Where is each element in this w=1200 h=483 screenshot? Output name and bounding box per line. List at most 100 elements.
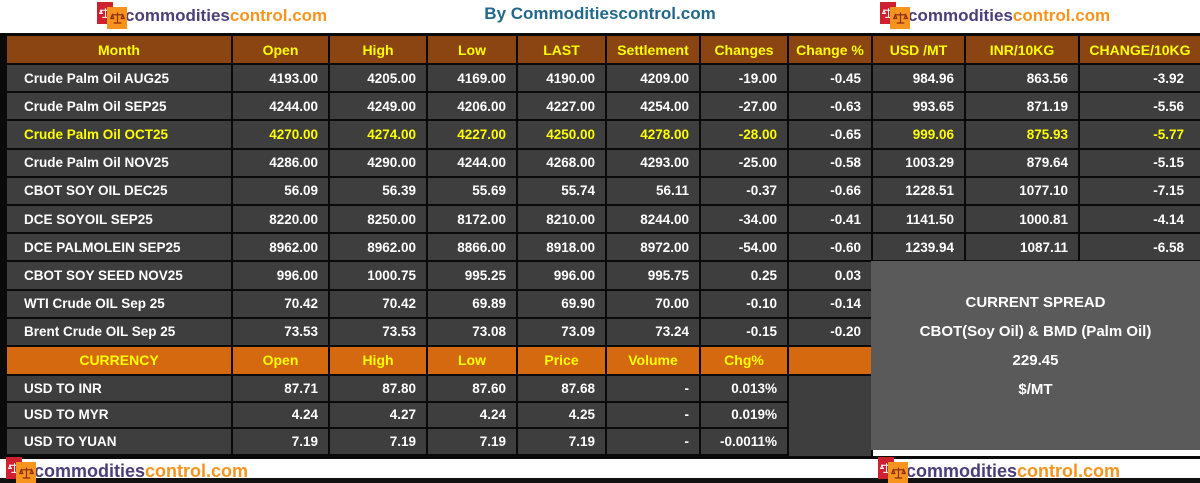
logo-text-commodities: commodities	[908, 6, 1013, 25]
table-cell: 4209.00	[607, 65, 701, 94]
table-cell: 69.89	[428, 290, 518, 319]
table-row: WTI Crude OIL Sep 25 70.42 70.42 69.89 69.90…	[7, 290, 1200, 319]
logo-bottom-left: commodities control.com	[4, 457, 248, 483]
table-cell: 0.25	[701, 262, 789, 291]
logo-text-control: control.com	[229, 6, 328, 25]
month-cell: Crude Palm Oil SEP25	[7, 93, 233, 122]
table-cell: 1000.75	[330, 262, 428, 291]
page-title: By Commoditiescontrol.com	[484, 4, 716, 23]
table-row: Crude Palm Oil AUG25 4193.00 4205.00 4169.0…	[7, 65, 1200, 94]
table-cell: -0.14	[789, 290, 873, 319]
table-cell: 73.08	[428, 318, 518, 347]
table-cell: -0.15	[701, 318, 789, 347]
table-cell: 4.25	[518, 402, 607, 430]
table-cell: 4.24	[428, 402, 518, 430]
bottom-black-strip	[0, 478, 1200, 483]
empty-cell	[789, 402, 873, 430]
table-cell: 73.24	[607, 318, 701, 347]
currency-row: USD TO INR 87.71 87.80 87.60 87.68-0.013%	[7, 375, 1200, 403]
table-cell: 1077.10	[966, 177, 1080, 206]
table-cell: 0.013%	[701, 375, 789, 403]
currency-pair-cell: USD TO YUAN	[7, 429, 233, 456]
month-cell: CBOT SOY SEED NOV25	[7, 262, 233, 291]
table-cell: 70.42	[233, 290, 330, 319]
table-cell: 55.74	[518, 177, 607, 206]
month-cell: DCE SOYOIL SEP25	[7, 205, 233, 235]
table-cell: 4268.00	[518, 149, 607, 178]
month-cell: WTI Crude OIL Sep 25	[7, 290, 233, 319]
table-cell: -5.56	[1080, 93, 1200, 122]
month-cell: Brent Crude OIL Sep 25	[7, 318, 233, 347]
table-cell: 4169.00	[428, 65, 518, 94]
spread-title: CURRENT SPREAD	[965, 294, 1106, 311]
table-cell: 4274.00	[330, 121, 428, 150]
price-table: Month Open High Low LAST Settlement Changes Cha…	[0, 33, 1200, 459]
table-cell: 995.25	[428, 262, 518, 291]
table-cell: 87.71	[233, 375, 330, 403]
table-cell: 1228.51	[873, 177, 966, 206]
currency-column-header: Low	[428, 346, 518, 376]
month-cell: DCE PALMOLEIN SEP25	[7, 234, 233, 263]
table-cell: 8210.00	[518, 205, 607, 235]
table-cell: 1003.29	[873, 149, 966, 178]
table-cell: 8962.00	[330, 234, 428, 263]
currency-column-header: High	[330, 346, 428, 376]
table-cell: 0.019%	[701, 402, 789, 430]
table-row: Brent Crude OIL Sep 25 73.53 73.53 73.08 73.…	[7, 318, 1200, 347]
table-cell: 7.19	[428, 429, 518, 456]
table-cell: 1239.94	[873, 234, 966, 263]
table-cell: 69.90	[518, 290, 607, 319]
logo-text-commodities: commodities	[125, 6, 230, 25]
table-row: DCE PALMOLEIN SEP25 8962.00 8962.00 8866.00…	[7, 234, 1200, 263]
table-cell: -0.63	[789, 93, 873, 122]
empty-cell	[789, 375, 873, 403]
month-cell: Crude Palm Oil AUG25	[7, 65, 233, 94]
spread-unit: $/MT	[1018, 381, 1053, 398]
table-cell: 879.64	[966, 149, 1080, 178]
table-row: CBOT SOY SEED NOV25 996.00 1000.75 995.25 99…	[7, 262, 1200, 291]
table-cell: 73.53	[330, 318, 428, 347]
table-cell: 87.80	[330, 375, 428, 403]
table-cell: 4205.00	[330, 65, 428, 94]
table-cell: 4227.00	[428, 121, 518, 150]
table-cell: 4270.00	[233, 121, 330, 150]
logo-top-left: commodities control.com	[95, 2, 327, 30]
table-cell: 4286.00	[233, 149, 330, 178]
table-cell: 863.56	[966, 65, 1080, 94]
empty-cell	[789, 429, 873, 456]
table-cell: 8220.00	[233, 205, 330, 235]
balance-scale-icon	[4, 457, 40, 483]
table-cell: -0.20	[789, 318, 873, 347]
column-header: High	[330, 36, 428, 65]
table-cell: -	[607, 375, 701, 403]
currency-column-header: Price	[518, 346, 607, 376]
table-cell: 8918.00	[518, 234, 607, 263]
logo-text-control: control.com	[1017, 460, 1121, 481]
table-cell: -0.60	[789, 234, 873, 263]
spread-pair: CBOT(Soy Oil) & BMD (Palm Oil)	[919, 323, 1152, 340]
table-cell: 995.75	[607, 262, 701, 291]
logo-bottom-right: commodities control.com	[876, 457, 1120, 483]
table-cell: 4227.00	[518, 93, 607, 122]
column-header: CHANGE/10KG	[1080, 36, 1200, 65]
table-cell: -34.00	[701, 205, 789, 235]
table-cell: -0.10	[701, 290, 789, 319]
logo-text-commodities: commodities	[906, 460, 1018, 481]
table-row: Crude Palm Oil SEP25 4244.00 4249.00 4206.0…	[7, 93, 1200, 122]
table-cell: 4190.00	[518, 65, 607, 94]
table-cell: -0.58	[789, 149, 873, 178]
balance-scale-icon	[878, 2, 914, 30]
table-cell: -	[607, 402, 701, 430]
month-cell: CBOT SOY OIL DEC25	[7, 177, 233, 206]
table-row: CBOT SOY OIL DEC25 56.09 56.39 55.69 55.74 56…	[7, 177, 1200, 206]
table-cell: -0.45	[789, 65, 873, 94]
table-cell: 993.65	[873, 93, 966, 122]
table-cell: -	[607, 429, 701, 456]
table-cell: -3.92	[1080, 65, 1200, 94]
table-cell: 1141.50	[873, 205, 966, 235]
currency-column-header	[789, 346, 873, 376]
table-cell: 56.39	[330, 177, 428, 206]
table-cell: 4250.00	[518, 121, 607, 150]
table-cell: 4206.00	[428, 93, 518, 122]
table-cell: 70.42	[330, 290, 428, 319]
